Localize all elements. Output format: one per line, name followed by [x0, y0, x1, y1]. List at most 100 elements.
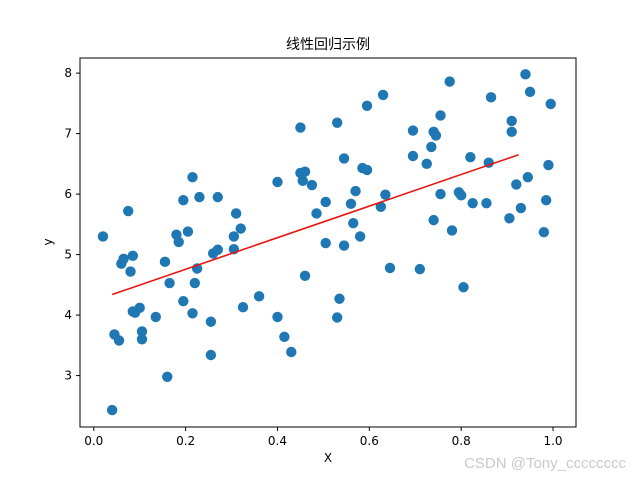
data-point: [520, 69, 531, 80]
data-point: [173, 236, 184, 248]
data-point: [187, 171, 198, 183]
data-point: [106, 404, 118, 416]
data-point: [375, 201, 387, 213]
data-point: [212, 244, 223, 255]
data-point: [205, 316, 217, 327]
data-point: [444, 76, 455, 87]
x-axis: 0.0 0.2 0.4 0.6 0.8 1.0: [84, 427, 563, 448]
data-point: [350, 185, 361, 197]
data-point: [136, 326, 148, 337]
data-point: [297, 175, 308, 186]
data-point: [212, 191, 223, 203]
data-point: [354, 231, 366, 242]
data-point: [228, 231, 240, 242]
data-point: [295, 122, 306, 133]
data-point: [338, 153, 350, 164]
data-point: [446, 225, 458, 236]
data-point: [414, 263, 426, 275]
y-tick-label: 7: [64, 127, 72, 141]
data-point: [97, 231, 109, 242]
data-point: [522, 171, 533, 183]
data-point: [334, 293, 345, 304]
data-point: [127, 250, 139, 262]
data-point: [421, 158, 432, 170]
data-point: [134, 302, 145, 314]
y-tick-label: 8: [64, 66, 72, 80]
data-point: [407, 150, 419, 162]
data-point: [515, 202, 527, 214]
data-point: [524, 86, 536, 98]
x-tick-label: 0.6: [360, 434, 379, 448]
data-point: [299, 270, 311, 281]
chart-title: 线性回归示例: [286, 36, 370, 53]
data-point: [320, 196, 331, 208]
data-point: [272, 311, 283, 323]
data-point: [455, 190, 467, 201]
data-point: [194, 191, 205, 203]
data-point: [538, 227, 550, 238]
data-point: [187, 308, 198, 319]
x-tick-label: 0.2: [176, 434, 195, 448]
data-point: [164, 277, 175, 289]
x-tick-label: 0.0: [84, 434, 103, 448]
data-point: [504, 213, 515, 224]
data-point: [430, 130, 442, 141]
axes-frame: [79, 57, 577, 428]
data-point: [506, 126, 517, 137]
data-point: [230, 208, 242, 219]
data-point: [178, 295, 189, 307]
data-point: [182, 226, 194, 237]
data-point: [545, 98, 556, 110]
plot-area: [97, 69, 556, 416]
data-point: [118, 253, 129, 265]
y-axis: 3 4 5 6 7 8: [64, 66, 80, 383]
data-point: [407, 125, 419, 136]
data-point: [511, 179, 522, 190]
regression-line: [111, 154, 519, 296]
data-point: [331, 117, 343, 128]
data-point: [253, 291, 265, 302]
data-point: [272, 176, 283, 188]
data-point: [435, 188, 446, 200]
y-tick-label: 3: [64, 369, 72, 383]
data-point: [485, 92, 497, 103]
data-point: [299, 166, 311, 177]
data-point: [189, 277, 201, 289]
data-point: [345, 198, 357, 209]
data-point: [178, 194, 189, 206]
data-point: [286, 346, 297, 358]
data-point: [540, 194, 552, 206]
data-point: [380, 189, 391, 200]
data-point: [237, 302, 249, 313]
data-point: [481, 197, 492, 209]
data-point: [428, 214, 439, 226]
data-point: [338, 240, 350, 251]
data-point: [235, 223, 246, 234]
data-point: [458, 282, 469, 293]
data-point: [150, 311, 161, 323]
data-point: [467, 197, 478, 209]
data-point: [384, 262, 396, 274]
data-point: [506, 115, 517, 127]
data-point: [465, 152, 476, 163]
data-point: [162, 371, 173, 382]
data-point: [125, 266, 136, 277]
x-tick-label: 1.0: [543, 434, 562, 448]
y-tick-label: 4: [64, 308, 72, 322]
watermark: CSDN @Tony_cccccccc: [464, 455, 626, 472]
data-point: [377, 89, 389, 101]
data-point: [279, 331, 290, 343]
data-point: [113, 335, 125, 346]
data-point: [361, 100, 373, 111]
data-point: [348, 217, 359, 229]
y-tick-label: 6: [64, 187, 72, 201]
data-point: [331, 312, 343, 323]
x-tick-label: 0.8: [452, 434, 471, 448]
data-point: [123, 205, 134, 217]
data-point: [435, 110, 446, 121]
x-axis-label: X: [324, 451, 332, 465]
data-point: [543, 159, 554, 171]
x-tick-label: 0.4: [268, 434, 287, 448]
y-axis-label: y: [41, 238, 55, 245]
